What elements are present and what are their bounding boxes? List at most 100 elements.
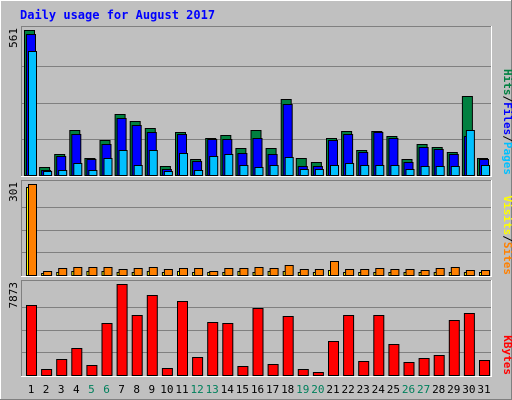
bar-sites-day-26: [405, 269, 415, 276]
bar-sites-day-21: [330, 261, 339, 276]
bar-sites-day-27: [420, 270, 430, 276]
bar-kbytes-day-3: [56, 359, 68, 376]
x-tick-label-day-8: 8: [133, 383, 140, 396]
bar-pages-day-21: [330, 165, 339, 176]
bar-kbytes-day-28: [433, 355, 445, 376]
bar-pages-day-28: [435, 166, 445, 176]
bar-sites-day-31: [481, 270, 490, 276]
x-tick-label-day-1: 1: [28, 383, 35, 396]
bar-pages-day-17: [269, 165, 279, 176]
x-tick-label-day-28: 28: [432, 383, 445, 396]
bar-sites-day-30: [465, 270, 475, 276]
bar-kbytes-day-2: [41, 369, 53, 376]
bar-sites-day-11: [179, 268, 188, 276]
bar-kbytes-day-13: [207, 322, 219, 376]
series-legend: KBytes: [501, 335, 512, 375]
bar-kbytes-day-4: [71, 348, 83, 376]
bar-pages-day-26: [405, 169, 415, 176]
bar-sites-day-8: [133, 268, 143, 276]
bar-pages-day-25: [390, 165, 400, 176]
series-legend: Hits/Files/Pages: [501, 69, 512, 175]
bar-sites-day-16: [254, 267, 264, 276]
bar-kbytes-day-6: [101, 323, 113, 376]
bar-pages-day-31: [481, 165, 490, 176]
bar-pages-day-7: [118, 150, 128, 176]
x-tick-label-day-5: 5: [88, 383, 95, 396]
bar-sites-day-1: [28, 184, 37, 276]
x-tick-label-day-20: 20: [311, 383, 324, 396]
bar-kbytes-day-14: [222, 323, 234, 376]
bar-pages-day-4: [73, 163, 83, 176]
x-tick-label-day-14: 14: [221, 383, 235, 396]
x-tick-label-day-27: 27: [417, 383, 430, 396]
bar-pages-day-6: [103, 158, 113, 176]
bar-kbytes-day-1: [26, 305, 37, 376]
bar-pages-day-3: [58, 170, 68, 176]
x-tick-label-day-24: 24: [372, 383, 386, 396]
bar-pages-day-22: [345, 163, 355, 176]
bar-kbytes-day-18: [282, 316, 294, 376]
legend-separator: /: [501, 96, 512, 103]
bar-sites-day-24: [375, 268, 385, 276]
bar-pages-day-23: [360, 165, 370, 176]
bar-pages-day-18: [284, 157, 294, 176]
bar-kbytes-day-9: [146, 295, 158, 376]
bar-sites-day-29: [450, 267, 460, 276]
panel-kbytes: 7873 KBytes: [7, 280, 512, 377]
bar-pages-day-30: [465, 130, 475, 176]
bar-sites-day-3: [58, 268, 68, 276]
x-tick-label-day-17: 17: [266, 383, 279, 396]
max-value-label: 301: [7, 182, 20, 202]
bar-kbytes-day-5: [86, 365, 98, 376]
bar-sites-day-23: [360, 269, 370, 276]
bar-kbytes-day-21: [328, 341, 339, 376]
x-tick-label-day-29: 29: [447, 383, 460, 396]
bar-pages-day-16: [254, 167, 264, 176]
legend-pages: Pages: [501, 142, 512, 175]
x-tick-label-day-18: 18: [281, 383, 294, 396]
bar-sites-day-18: [284, 265, 294, 276]
bar-kbytes-day-20: [312, 372, 324, 376]
bar-kbytes-day-8: [131, 315, 143, 376]
legend-kbytes: KBytes: [501, 335, 512, 375]
x-tick-label-day-15: 15: [236, 383, 249, 396]
x-tick-label-day-10: 10: [160, 383, 173, 396]
bar-kbytes-day-7: [116, 284, 128, 376]
bar-sites-day-6: [103, 267, 113, 276]
max-value-label: 7873: [7, 282, 20, 309]
legend-separator: /: [501, 235, 512, 242]
bar-kbytes-day-27: [418, 358, 430, 376]
legend-visits: Visits: [501, 196, 512, 236]
x-tick-label-day-4: 4: [73, 383, 80, 396]
bar-kbytes-day-23: [358, 361, 370, 376]
x-tick-label-day-13: 13: [206, 383, 219, 396]
bar-sites-day-14: [224, 268, 234, 276]
bar-sites-day-4: [73, 267, 83, 276]
bar-kbytes-day-30: [463, 313, 475, 376]
bar-pages-day-5: [88, 170, 98, 176]
bar-sites-day-25: [390, 269, 400, 276]
bar-pages-day-19: [299, 169, 309, 176]
x-tick-label-day-11: 11: [175, 383, 188, 396]
x-tick-label-day-23: 23: [357, 383, 370, 396]
legend-files: Files: [501, 102, 512, 135]
bar-kbytes-day-15: [237, 366, 249, 376]
bar-sites-day-10: [163, 269, 173, 276]
bar-pages-day-20: [314, 169, 324, 176]
legend-sites: Sites: [501, 242, 512, 275]
x-tick-label-day-26: 26: [402, 383, 415, 396]
bar-kbytes-day-17: [267, 364, 279, 376]
bar-kbytes-day-12: [192, 357, 204, 376]
bar-sites-day-5: [88, 267, 98, 276]
bar-pages-day-13: [209, 156, 219, 176]
bar-sites-day-7: [118, 269, 128, 276]
bar-kbytes-day-31: [479, 360, 490, 376]
legend-hits: Hits: [501, 69, 512, 96]
chart-title: Daily usage for August 2017: [20, 8, 215, 22]
bar-kbytes-day-22: [343, 315, 355, 376]
bar-sites-day-20: [314, 269, 324, 276]
bar-pages-day-1: [28, 51, 37, 176]
x-tick-label-day-25: 25: [387, 383, 400, 396]
